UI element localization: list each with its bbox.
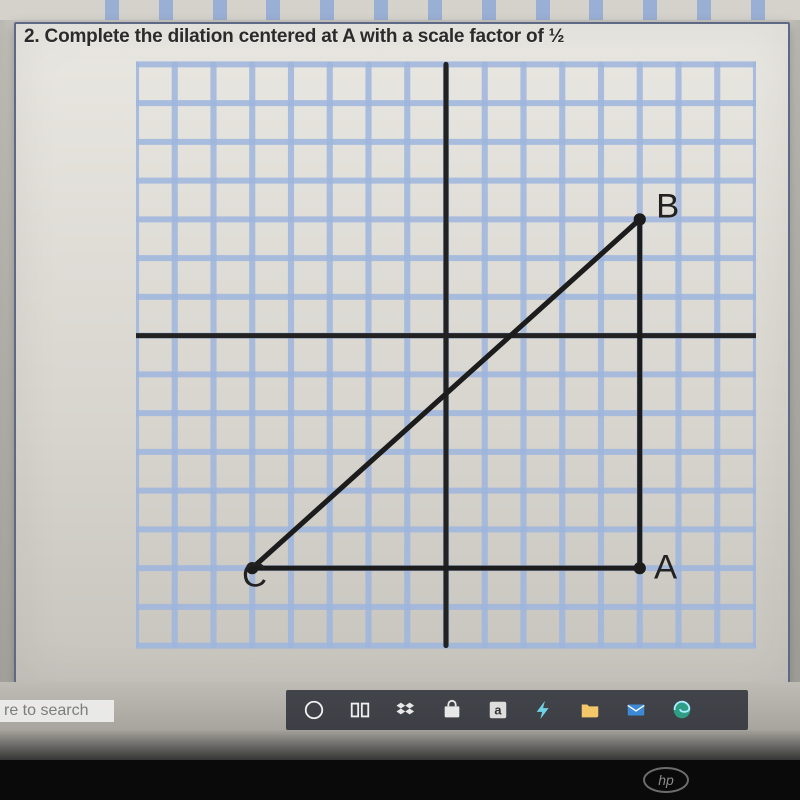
desktop-footer: re to search a hp (0, 682, 800, 800)
task-view-icon[interactable] (348, 698, 372, 722)
mail-icon[interactable] (624, 698, 648, 722)
cortana-circle-icon[interactable] (302, 698, 326, 722)
ruler-ticks (105, 0, 765, 20)
laptop-bezel: hp (0, 760, 800, 800)
edge-icon[interactable] (670, 698, 694, 722)
grid-svg: A B C (136, 60, 756, 650)
amazon-icon[interactable]: a (486, 698, 510, 722)
ruler-bar (0, 0, 800, 20)
question-text: 2. Complete the dilation centered at A w… (24, 26, 564, 48)
dropbox-icon[interactable] (394, 698, 418, 722)
question-number: 2. (24, 26, 39, 47)
worksheet-panel: 2. Complete the dilation centered at A w… (14, 22, 790, 686)
lightning-app-icon[interactable] (532, 698, 556, 722)
vertex-label-B: B (656, 187, 679, 225)
question-body: Complete the dilation centered at A with… (45, 26, 565, 47)
search-box-partial[interactable]: re to search (0, 700, 114, 722)
monitor-screen: 2. Complete the dilation centered at A w… (0, 0, 800, 766)
vertex-label-A: A (654, 548, 678, 586)
svg-text:hp: hp (658, 772, 674, 788)
vertex-label-C: C (242, 556, 267, 594)
coordinate-grid: A B C (136, 60, 756, 650)
ms-store-icon[interactable] (440, 698, 464, 722)
file-explorer-icon[interactable] (578, 698, 602, 722)
svg-text:a: a (494, 703, 502, 718)
windows-taskbar: a (286, 690, 748, 730)
hp-logo: hp (642, 766, 690, 794)
